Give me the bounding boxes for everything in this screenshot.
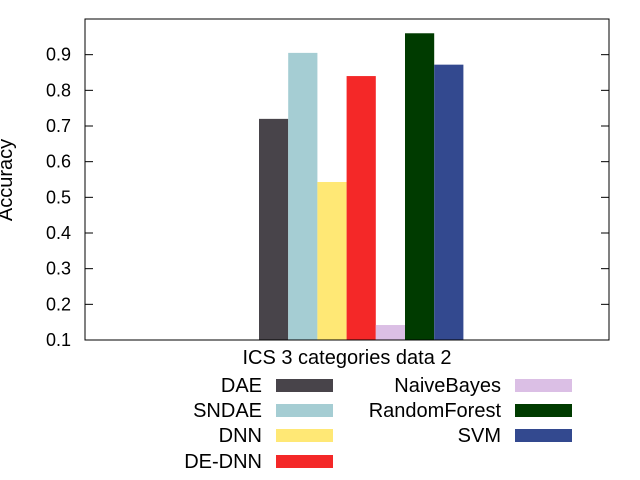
bar-svm [434,64,464,341]
legend-swatch-sndae [276,404,333,417]
legend-label-dnn: DNN [219,425,262,447]
y-tick-label: 0.3 [46,259,71,279]
bar-de-dnn [346,76,376,341]
legend-label-de-dnn: DE-DNN [184,451,262,473]
legend-swatch-dnn [276,429,333,442]
plot-frame [84,18,610,341]
legend-swatch-de-dnn [276,455,333,468]
legend-swatch-svm [515,429,572,442]
y-axis-ticks: 0.1 0.2 0.3 0.4 0.5 0.6 0.7 0.8 0.9 [46,45,609,350]
category-label: ICS 3 categories data 2 [242,347,451,369]
legend-label-naivebayes: NaiveBayes [394,375,501,397]
legend-label-svm: SVM [458,425,501,447]
y-tick-label: 0.7 [46,116,71,136]
legend-label-dae: DAE [221,375,262,397]
legend-swatch-dae [276,379,333,392]
legend: DAE SNDAE DNN DE-DNN NaiveBayes RandomForest S… [184,375,572,473]
legend-swatch-naivebayes [515,379,572,392]
y-tick-label: 0.6 [46,152,71,172]
bar-dnn [317,181,347,340]
y-tick-label: 0.4 [46,223,71,243]
y-tick-label: 0.2 [46,294,71,314]
legend-label-sndae: SNDAE [193,400,262,422]
legend-label-randomforest: RandomForest [369,400,502,422]
y-tick-label: 0.8 [46,80,71,100]
bar-sndae [288,52,318,341]
bar-randomforest [405,33,435,341]
bar-dae [259,118,289,340]
y-tick-label: 0.9 [46,45,71,65]
bars-group [259,33,464,341]
y-axis-label: Accuracy [0,139,17,221]
bar-naivebayes [375,325,405,340]
y-tick-label: 0.1 [46,330,71,350]
y-tick-label: 0.5 [46,187,71,207]
legend-swatch-randomforest [515,404,572,417]
